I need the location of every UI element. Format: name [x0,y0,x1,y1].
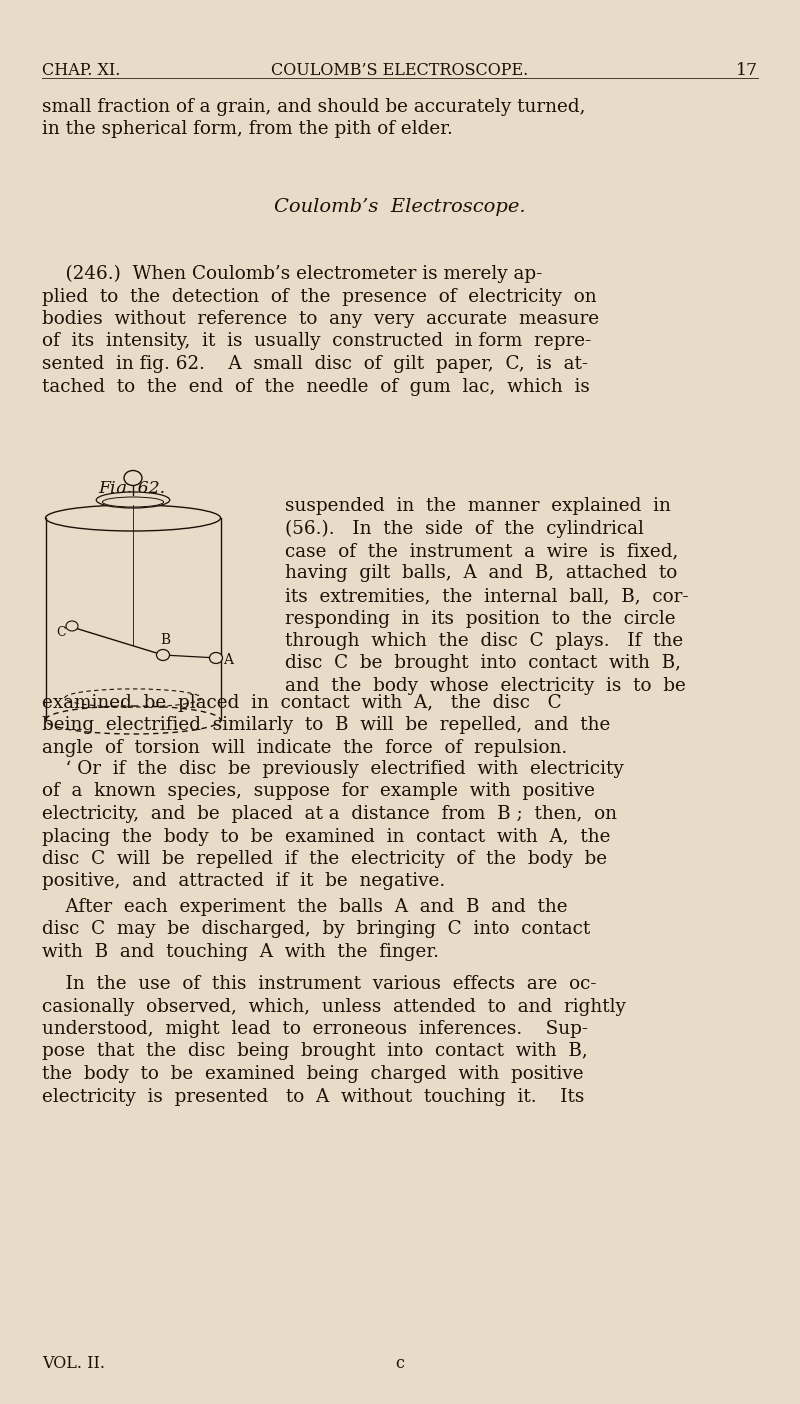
Text: COULOMB’S ELECTROSCOPE.: COULOMB’S ELECTROSCOPE. [271,62,529,79]
Text: Coulomb’s  Electroscope.: Coulomb’s Electroscope. [274,198,526,216]
Text: angle  of  torsion  will  indicate  the  force  of  repulsion.: angle of torsion will indicate the force… [42,739,567,757]
Text: VOL. II.: VOL. II. [42,1355,105,1372]
Text: the  body  to  be  examined  being  charged  with  positive: the body to be examined being charged wi… [42,1066,584,1082]
Text: electricity,  and  be  placed  at a  distance  from  B ;  then,  on: electricity, and be placed at a distance… [42,804,617,823]
Text: bodies  without  reference  to  any  very  accurate  measure: bodies without reference to any very acc… [42,310,599,329]
Text: B: B [160,633,170,647]
Ellipse shape [210,653,222,664]
Text: c: c [395,1355,405,1372]
Text: with  B  and  touching  A  with  the  finger.: with B and touching A with the finger. [42,943,439,960]
Text: responding  in  its  position  to  the  circle: responding in its position to the circle [285,609,676,628]
Text: disc  C  be  brought  into  contact  with  B,: disc C be brought into contact with B, [285,654,681,673]
Text: disc  C  will  be  repelled  if  the  electricity  of  the  body  be: disc C will be repelled if the electrici… [42,849,607,868]
Text: plied  to  the  detection  of  the  presence  of  electricity  on: plied to the detection of the presence o… [42,288,597,306]
Text: After  each  experiment  the  balls  A  and  B  and  the: After each experiment the balls A and B … [42,899,568,915]
Text: through  which  the  disc  C  plays.   If  the: through which the disc C plays. If the [285,632,683,650]
Text: having  gilt  balls,  A  and  B,  attached  to: having gilt balls, A and B, attached to [285,564,678,583]
Ellipse shape [66,621,78,630]
Text: (246.)  When Coulomb’s electrometer is merely ap-: (246.) When Coulomb’s electrometer is me… [42,265,542,284]
Text: (56.).   In  the  side  of  the  cylindrical: (56.). In the side of the cylindrical [285,519,644,538]
Text: and  the  body  whose  electricity  is  to  be: and the body whose electricity is to be [285,677,686,695]
Text: understood,  might  lead  to  erroneous  inferences.    Sup-: understood, might lead to erroneous infe… [42,1019,588,1038]
Text: In  the  use  of  this  instrument  various  effects  are  oc-: In the use of this instrument various ef… [42,974,597,993]
Text: placing  the  body  to  be  examined  in  contact  with  A,  the: placing the body to be examined in conta… [42,827,610,845]
Text: ‘ Or  if  the  disc  be  previously  electrified  with  electricity: ‘ Or if the disc be previously electrifi… [42,760,624,778]
Text: C: C [56,626,66,639]
Text: pose  that  the  disc  being  brought  into  contact  with  B,: pose that the disc being brought into co… [42,1043,588,1060]
Text: 17: 17 [736,62,758,79]
Ellipse shape [96,491,170,508]
Text: casionally  observed,  which,  unless  attended  to  and  rightly: casionally observed, which, unless atten… [42,997,626,1015]
Text: A: A [223,653,233,667]
Text: of  its  intensity,  it  is  usually  constructed  in form  repre-: of its intensity, it is usually construc… [42,333,591,351]
Text: positive,  and  attracted  if  it  be  negative.: positive, and attracted if it be negativ… [42,872,446,890]
Text: tached  to  the  end  of  the  needle  of  gum  lac,  which  is: tached to the end of the needle of gum l… [42,378,590,396]
Text: its  extremities,  the  internal  ball,  B,  cor-: its extremities, the internal ball, B, c… [285,587,689,605]
Text: examined  be  placed  in  contact  with  A,   the  disc   C: examined be placed in contact with A, th… [42,694,562,712]
Text: small fraction of a grain, and should be accurately turned,: small fraction of a grain, and should be… [42,98,586,117]
Ellipse shape [124,470,142,486]
Ellipse shape [157,650,170,660]
Text: CHAP. XI.: CHAP. XI. [42,62,120,79]
Text: suspended  in  the  manner  explained  in: suspended in the manner explained in [285,497,671,515]
Text: sented  in ​fig.​ 62.    A  small  disc  of  gilt  paper,  C,  is  at-: sented in ​fig.​ 62. A small disc of gil… [42,355,588,373]
Text: disc  C  may  be  discharged,  by  bringing  C  into  contact: disc C may be discharged, by bringing C … [42,921,590,938]
Text: Fig. 62.: Fig. 62. [98,480,166,497]
Text: electricity  is  presented   to  A  without  touching  it.    Its: electricity is presented to A without to… [42,1088,584,1105]
Text: of  a  known  species,  suppose  for  example  with  positive: of a known species, suppose for example … [42,782,595,800]
Text: being  electrified  similarly  to  B  will  be  repelled,  and  the: being electrified similarly to B will be… [42,716,610,734]
Text: case  of  the  instrument  a  wire  is  fixed,: case of the instrument a wire is fixed, [285,542,678,560]
Text: in the spherical form, from the pith of elder.: in the spherical form, from the pith of … [42,121,453,139]
